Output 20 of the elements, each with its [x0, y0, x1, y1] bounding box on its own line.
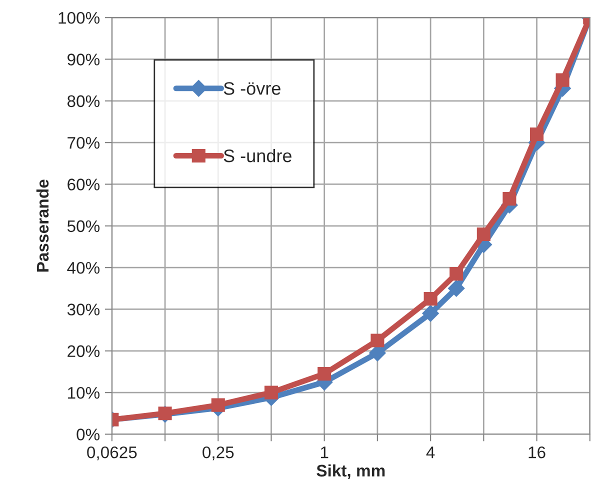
x-axis-title: Sikt, mm: [316, 464, 385, 480]
x-tick-label: 0,0625: [87, 446, 137, 460]
y-tick-label: 100%: [58, 12, 100, 24]
legend-label: S -undre: [224, 148, 292, 162]
x-tick-label: 1: [320, 446, 328, 458]
y-tick-label: 50%: [67, 220, 100, 232]
y-tick-label: 90%: [68, 54, 100, 66]
y-tick-label: 30%: [67, 304, 100, 316]
y-tick-label: 60%: [68, 178, 100, 190]
y-tick-label: 70%: [68, 136, 100, 149]
y-axis-title: Passerande: [36, 180, 49, 272]
y-tick-label: 80%: [67, 95, 100, 108]
y-tick-label: 0%: [76, 428, 100, 440]
y-tick-label: 20%: [68, 345, 100, 358]
x-tick-label: 16: [528, 446, 546, 458]
x-tick-label: 0,25: [202, 446, 234, 460]
y-tick-label: 40%: [67, 262, 100, 274]
y-tick-label: 10%: [68, 386, 100, 399]
x-tick-label: 4: [426, 446, 435, 458]
legend-label: S -övre: [224, 82, 280, 95]
